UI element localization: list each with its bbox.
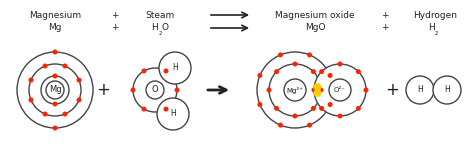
Circle shape: [311, 69, 316, 74]
Circle shape: [53, 125, 57, 131]
Circle shape: [269, 64, 321, 116]
Text: Steam: Steam: [146, 10, 174, 19]
Circle shape: [142, 68, 146, 73]
Circle shape: [157, 98, 189, 130]
Circle shape: [329, 79, 351, 101]
Text: Mg: Mg: [49, 85, 61, 94]
Circle shape: [313, 83, 321, 91]
Circle shape: [43, 64, 47, 68]
Circle shape: [53, 49, 57, 55]
Text: 2: 2: [159, 31, 163, 36]
Circle shape: [274, 69, 279, 74]
Circle shape: [314, 64, 366, 116]
Text: Magnesium: Magnesium: [29, 10, 81, 19]
Text: 2: 2: [435, 31, 438, 36]
Text: Hydrogen: Hydrogen: [413, 10, 457, 19]
Circle shape: [356, 106, 361, 111]
Text: H: H: [152, 24, 158, 33]
Circle shape: [164, 106, 168, 112]
Circle shape: [311, 106, 316, 111]
Circle shape: [76, 97, 82, 102]
Text: H: H: [444, 85, 450, 94]
Text: H: H: [170, 109, 176, 118]
Circle shape: [53, 73, 57, 79]
Circle shape: [28, 97, 34, 102]
Circle shape: [266, 88, 272, 92]
Circle shape: [63, 112, 67, 116]
Circle shape: [53, 101, 57, 106]
Circle shape: [133, 68, 177, 112]
Circle shape: [257, 102, 263, 107]
Circle shape: [311, 88, 317, 92]
Circle shape: [307, 52, 312, 57]
Circle shape: [164, 68, 168, 73]
Circle shape: [43, 112, 47, 116]
Circle shape: [174, 88, 180, 92]
Circle shape: [274, 106, 279, 111]
Circle shape: [159, 52, 191, 84]
Circle shape: [406, 76, 434, 104]
Circle shape: [130, 88, 136, 92]
Circle shape: [284, 79, 306, 101]
Circle shape: [313, 89, 321, 97]
Circle shape: [337, 61, 343, 67]
Text: H: H: [417, 85, 423, 94]
Circle shape: [319, 88, 323, 92]
Circle shape: [307, 123, 312, 128]
Text: MgO: MgO: [305, 24, 325, 33]
Circle shape: [29, 64, 81, 116]
Text: H: H: [172, 64, 178, 73]
Circle shape: [146, 81, 164, 99]
Circle shape: [28, 78, 34, 82]
Text: +: +: [381, 24, 389, 33]
Circle shape: [257, 52, 333, 128]
Text: +: +: [385, 81, 399, 99]
Circle shape: [328, 102, 333, 107]
Circle shape: [41, 76, 69, 104]
Text: O: O: [162, 24, 168, 33]
Text: Magnesium oxide: Magnesium oxide: [275, 10, 355, 19]
Circle shape: [328, 73, 333, 78]
Circle shape: [278, 52, 283, 57]
Text: Mg²⁺: Mg²⁺: [286, 86, 303, 94]
Text: +: +: [96, 81, 110, 99]
Circle shape: [433, 76, 461, 104]
Circle shape: [142, 106, 146, 112]
Circle shape: [63, 64, 67, 68]
Circle shape: [292, 61, 298, 67]
Circle shape: [17, 52, 93, 128]
Circle shape: [292, 113, 298, 118]
Text: +: +: [381, 10, 389, 19]
Text: Mg: Mg: [48, 24, 62, 33]
Text: H: H: [428, 24, 436, 33]
Text: +: +: [111, 24, 119, 33]
Circle shape: [364, 88, 368, 92]
Text: O²⁻: O²⁻: [334, 87, 346, 93]
Text: O: O: [152, 85, 158, 94]
Circle shape: [319, 106, 324, 111]
Circle shape: [278, 123, 283, 128]
Circle shape: [356, 69, 361, 74]
Circle shape: [257, 73, 263, 78]
Circle shape: [319, 69, 324, 74]
Text: +: +: [111, 10, 119, 19]
Circle shape: [46, 81, 64, 99]
Circle shape: [337, 113, 343, 118]
Circle shape: [76, 78, 82, 82]
